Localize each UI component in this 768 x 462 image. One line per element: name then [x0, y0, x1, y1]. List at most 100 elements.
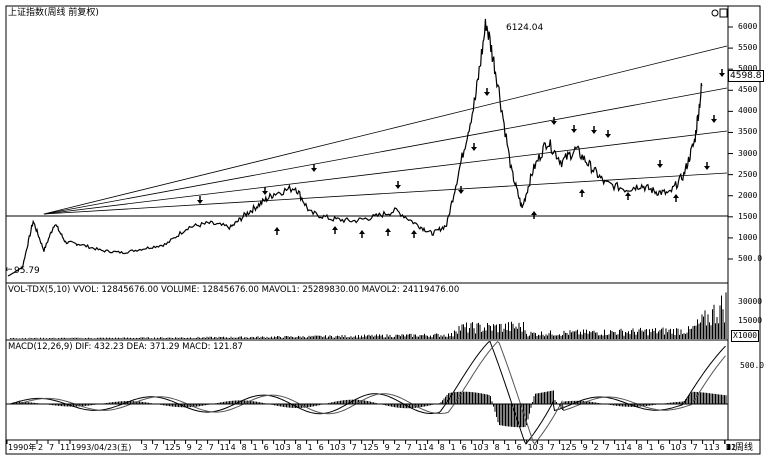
x-axis-label: 2 [593, 443, 599, 452]
volume-bar [245, 337, 247, 339]
macd-bar [317, 404, 319, 406]
volume-bar [631, 330, 632, 339]
volume-bar [97, 337, 98, 339]
volume-bar [626, 332, 628, 339]
panel-toggle-icon[interactable] [719, 8, 728, 18]
volume-bar [38, 338, 40, 339]
volume-bar [611, 330, 613, 339]
restore-icon[interactable] [711, 9, 719, 17]
volume-bar [685, 333, 686, 339]
macd-bar [319, 404, 320, 406]
trend-line [43, 130, 728, 215]
volume-bar [467, 332, 469, 339]
volume-bar [215, 337, 217, 339]
macd-bar [676, 402, 677, 404]
macd-bar [106, 402, 107, 404]
x-axis-label: 8 [439, 443, 445, 452]
macd-bar [136, 401, 137, 404]
x-axis-label: 3 [483, 443, 489, 452]
macd-bar [373, 402, 374, 404]
macd-bar [305, 404, 307, 408]
volume-bar [59, 338, 61, 339]
volume-bar [56, 338, 58, 339]
x-axis-label: 5 [726, 443, 732, 452]
macd-bar [232, 400, 233, 404]
volume-bar [218, 336, 220, 339]
volume-bar [566, 332, 568, 339]
volume-bar [641, 330, 643, 339]
volume-bar [640, 327, 641, 339]
volume-bar [190, 337, 191, 339]
volume-bar [487, 322, 488, 339]
volume-bar [491, 330, 493, 339]
volume-bar [253, 337, 254, 339]
volume-bar [446, 336, 448, 339]
macd-bar [697, 392, 698, 404]
macd-bar [179, 404, 181, 408]
macd-bar [292, 404, 293, 408]
volume-bar [358, 334, 359, 339]
macd-bar [121, 401, 122, 404]
price-panel-frame [5, 5, 729, 284]
macd-bar [16, 402, 17, 404]
x-axis-label: 6 [318, 443, 324, 452]
volume-bar [460, 330, 461, 339]
macd-bar [140, 401, 142, 404]
volume-bar [596, 332, 598, 339]
volume-bar [265, 338, 266, 339]
macd-bar [233, 400, 235, 404]
macd-bar [715, 393, 716, 404]
macd-bar [680, 401, 682, 404]
volume-bar [340, 337, 341, 339]
volume-bar [560, 335, 562, 339]
x-axis-label: 8 [494, 443, 500, 452]
volume-bar [691, 328, 692, 339]
x-axis-label: 8 [637, 443, 643, 452]
buy-arrow-icon [385, 228, 391, 236]
macd-bar [536, 393, 538, 404]
volume-header: VOL-TDX(5,10) VVOL: 12845676.00 VOLUME: … [8, 285, 460, 295]
x-axis-label: 9 [186, 443, 192, 452]
macd-bar [500, 404, 502, 426]
volume-bar [209, 336, 211, 339]
volume-bar [328, 336, 329, 339]
volume-bar [37, 338, 38, 339]
macd-bar [544, 392, 545, 404]
x-axis-label: 2 [38, 443, 44, 452]
x-axis-label: 4 [726, 443, 732, 452]
macd-bar [29, 402, 31, 404]
macd-bar [650, 404, 652, 406]
x-axis-label: 3 [681, 443, 687, 452]
macd-bar [365, 400, 367, 404]
volume-bar [313, 336, 314, 339]
macd-bar [403, 404, 404, 409]
macd-bar [452, 392, 454, 404]
volume-bar [535, 333, 536, 339]
macd-bar [197, 404, 199, 407]
volume-bar [656, 333, 658, 339]
x-axis-label: 7 [49, 443, 55, 452]
volume-bar [436, 333, 437, 339]
volume-bar [617, 334, 619, 339]
macd-bar [188, 404, 190, 408]
macd-bar [512, 404, 514, 427]
volume-bar [152, 338, 154, 339]
macd-bar [340, 400, 341, 404]
low-price-arrow-icon: ← [5, 265, 13, 275]
volume-bar [178, 338, 179, 339]
volume-bar [392, 337, 394, 339]
price-tick-label: 2000 [738, 190, 758, 200]
volume-bar [367, 335, 368, 339]
volume-bar [668, 329, 670, 339]
macd-bar [568, 401, 569, 404]
volume-bar [703, 316, 704, 339]
macd-bar [385, 404, 386, 406]
macd-bar [511, 404, 512, 427]
volume-bar [677, 328, 679, 339]
volume-bar [431, 337, 433, 339]
volume-bar [437, 333, 439, 339]
volume-bar [317, 335, 319, 339]
macd-bar [578, 400, 580, 404]
macd-bar [505, 404, 506, 427]
